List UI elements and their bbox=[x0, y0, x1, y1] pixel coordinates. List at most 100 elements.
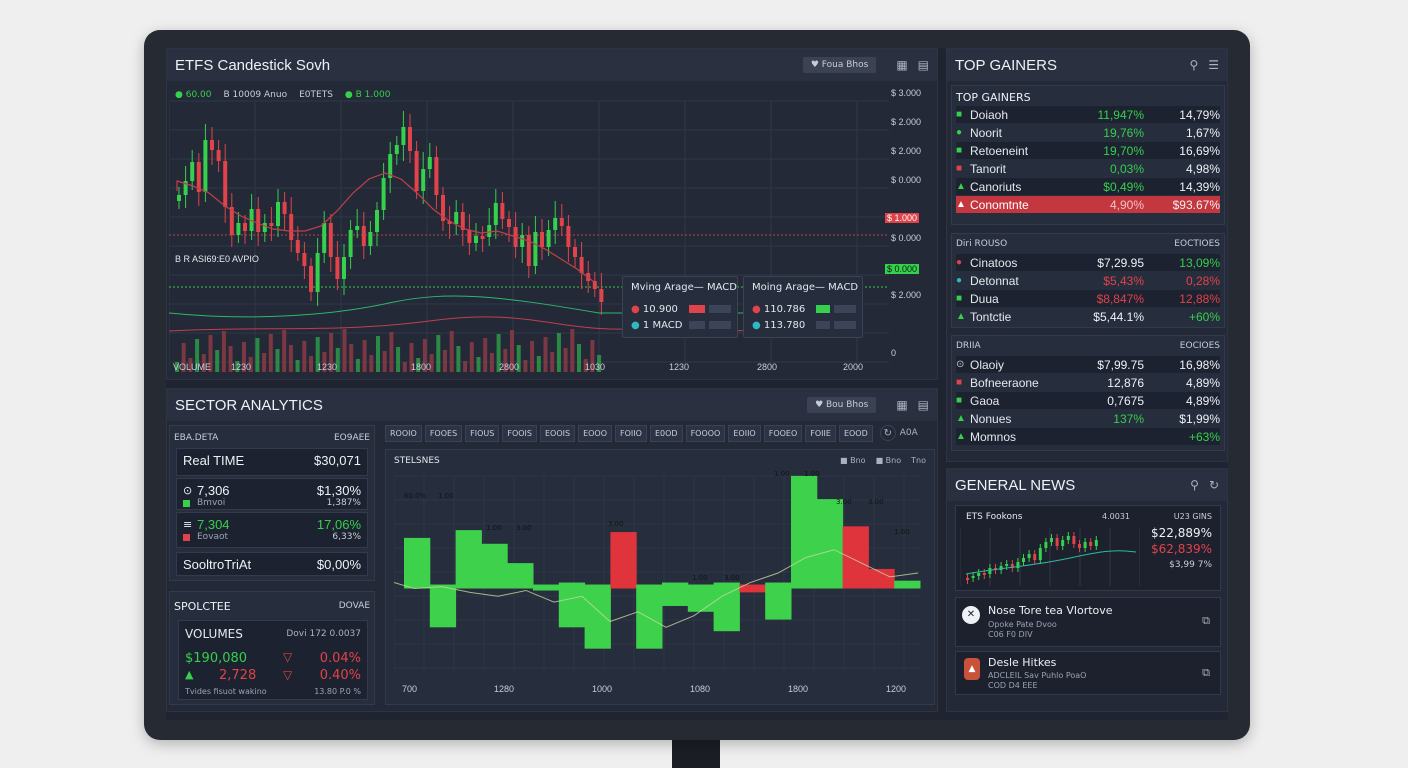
candle-body bbox=[190, 162, 195, 181]
candle-body bbox=[493, 203, 498, 225]
x-tick-label: 1800 bbox=[788, 684, 808, 694]
list-row[interactable]: ■ Doiaoh 11,947% 14,79% bbox=[956, 106, 1220, 123]
price-tick: 0 bbox=[891, 348, 897, 358]
volume-label: VOLUME bbox=[173, 362, 212, 372]
drila-section: DRIIA EOCIOES ⊙ Olaoiy $7,99.75 16,98% ■ Bofne… bbox=[951, 335, 1225, 451]
breakdown-row[interactable]: SooltroTriAt $0,00% bbox=[176, 552, 368, 576]
candle-body bbox=[1089, 542, 1093, 546]
square-icon bbox=[183, 534, 190, 541]
list-row[interactable]: ■ Bofneeraone 12,876 4,89% bbox=[956, 374, 1220, 391]
bar-value-label: 1.00 bbox=[774, 470, 790, 478]
candle-body bbox=[533, 232, 538, 266]
macd-card-2[interactable]: Moing Arage— MACD ● 110.786 ● 113.780 bbox=[743, 276, 863, 338]
square-icon bbox=[183, 500, 190, 507]
breakdown-card: EBA.DETA EO9AEE Real TIME $30,071 ⊙ 7,306 $1,… bbox=[169, 425, 375, 581]
list-row[interactable]: ▲ Conomtnte 4,90% $93.67% bbox=[956, 196, 1220, 213]
target-icon: ⊙ bbox=[183, 484, 193, 497]
list-row[interactable]: ▲ Nonues 137% $1,99% bbox=[956, 410, 1220, 427]
list-row[interactable]: ⊙ Olaoiy $7,99.75 16,98% bbox=[956, 356, 1220, 373]
sector-tab[interactable]: FIOUS bbox=[465, 425, 500, 442]
volume-bar bbox=[221, 331, 226, 372]
list-row[interactable]: ● Noorit 19,76% 1,67% bbox=[956, 124, 1220, 141]
macd-card-title: Moing Arage— MACD bbox=[752, 282, 859, 293]
sector-tabs: ROOIO FOOES FIOUS FOOIS EOOIS EOOO FOIIO E0OD FO… bbox=[385, 425, 935, 445]
candlestick-filter-button[interactable]: ♥ Foua Bhos bbox=[802, 57, 877, 73]
candle-body bbox=[361, 226, 366, 246]
breakdown-row[interactable]: ⊙ 7,306 $1,30% Bmvoi 1,387% bbox=[176, 478, 368, 510]
sector-filter-button[interactable]: ♥ Bou Bhos bbox=[807, 397, 877, 413]
list-row[interactable]: ▲ Canoriuts $0,49% 14,39% bbox=[956, 178, 1220, 195]
list-row[interactable]: ● Detonnat $5,43% 0,28% bbox=[956, 272, 1220, 289]
list-row[interactable]: ■ Duua $8,847% 12,88% bbox=[956, 290, 1220, 307]
candle-body bbox=[381, 178, 386, 210]
candle-body bbox=[441, 195, 445, 221]
price-tick: $ 2.000 bbox=[891, 146, 922, 156]
x-tick-label: 1000 bbox=[592, 684, 612, 694]
sector-tab[interactable]: FOOEO bbox=[763, 425, 803, 442]
row-change: +63% bbox=[1188, 429, 1220, 444]
breakdown-row[interactable]: Real TIME $30,071 bbox=[176, 448, 368, 476]
list-row[interactable]: ■ Gaoa 0,7675 4,89% bbox=[956, 392, 1220, 409]
breakdown-row[interactable]: ≡ 7,304 17,06% Eovaot 6,33% bbox=[176, 512, 368, 548]
volume-bar bbox=[597, 355, 602, 372]
menu-icon[interactable]: ☰ bbox=[1208, 58, 1219, 72]
sector-tab[interactable]: EOOIS bbox=[539, 425, 576, 442]
row-value: $0,49% bbox=[1103, 179, 1144, 194]
list-row[interactable]: ■ Retoeneint 19,70% 16,69% bbox=[956, 142, 1220, 159]
news-mini-chart-card[interactable]: ETS Fookons 4.0031 U23 GINS $22,889% $62… bbox=[955, 505, 1221, 591]
time-tick: 2800 bbox=[757, 362, 778, 372]
warning-icon[interactable]: ▲ bbox=[964, 658, 980, 680]
legend-item: ■ Bno bbox=[875, 456, 902, 465]
sector-title: SECTOR ANALYTICS bbox=[175, 396, 323, 414]
trend-line bbox=[965, 550, 1137, 575]
pin-icon[interactable]: ⚲ bbox=[1189, 58, 1199, 72]
sector-tab[interactable]: FOIIO bbox=[615, 425, 647, 442]
row-change: 4,98% bbox=[1185, 161, 1220, 176]
news-item[interactable]: ✕ Nose Tore tea Vlortove Opoke Pate Dvoo… bbox=[955, 597, 1221, 647]
sector-tab[interactable]: FOIIE bbox=[805, 425, 836, 442]
list-row[interactable]: ▲ Tontctie $5,44.1% +60% bbox=[956, 308, 1220, 325]
candlestick-chart[interactable] bbox=[169, 81, 889, 381]
bar-value-label: 3.00 bbox=[836, 498, 852, 506]
menu-icon[interactable]: ▤ bbox=[917, 58, 929, 72]
refresh-icon[interactable]: ↻ bbox=[879, 425, 896, 441]
sector-tab[interactable]: EOOD bbox=[838, 425, 873, 442]
sector-tab[interactable]: E0OD bbox=[649, 425, 683, 442]
sector-bar bbox=[791, 475, 818, 589]
sector-tab[interactable]: FOOOO bbox=[685, 425, 726, 442]
list-row[interactable]: ■ Tanorit 0,03% 4,98% bbox=[956, 160, 1220, 177]
candle-body bbox=[988, 568, 992, 574]
candle-body bbox=[977, 573, 981, 576]
list-row[interactable]: ▲ Momnos +63% bbox=[956, 428, 1220, 445]
sector-tab[interactable]: EOOO bbox=[578, 425, 613, 442]
sector-bar-chart[interactable]: 60.0% 1.00 1.00 3.00 3.00 1.00 1.00 3.00 3.00 1.0… bbox=[394, 470, 928, 700]
sector-tab[interactable]: ROOIO bbox=[385, 425, 422, 442]
candle-body bbox=[999, 566, 1003, 570]
expand-icon[interactable]: ⧉ bbox=[1202, 666, 1210, 679]
sector-tab[interactable]: EOIIO bbox=[728, 425, 761, 442]
sector-tab[interactable]: FOOES bbox=[424, 425, 463, 442]
close-icon[interactable]: ✕ bbox=[962, 606, 980, 624]
news-header: GENERAL NEWS ⚲ ↻ bbox=[947, 469, 1227, 501]
news-item[interactable]: ▲ Desle Hitkes ADCLEIL Sav Puhlo PoaO CO… bbox=[955, 651, 1221, 695]
list-row[interactable]: ● Cinatoos $7,29.95 13,09% bbox=[956, 254, 1220, 271]
sector-tab[interactable]: FOOIS bbox=[502, 425, 537, 442]
row-value: 0,03% bbox=[1109, 161, 1144, 176]
bar-chart-icon[interactable]: ▦ bbox=[896, 398, 908, 412]
pin-icon[interactable]: ⚲ bbox=[1190, 478, 1199, 492]
candle-body bbox=[1083, 542, 1087, 548]
candle-body bbox=[1044, 542, 1048, 548]
macd-card-1[interactable]: Mving Arage— MACD ● 10.900 ● 1 MACD bbox=[622, 276, 738, 338]
bar-chart-icon[interactable]: ▦ bbox=[896, 58, 908, 72]
breakdown-sub: Eovaot bbox=[197, 532, 229, 542]
menu-icon[interactable]: ▤ bbox=[917, 398, 929, 412]
volume-bar bbox=[396, 347, 401, 372]
row-name: Detonnat bbox=[970, 273, 1019, 288]
sector-bar bbox=[842, 526, 869, 589]
expand-icon[interactable]: ⧉ bbox=[1202, 614, 1210, 627]
candle-body bbox=[1027, 554, 1031, 558]
refresh-icon[interactable]: ↻ bbox=[1208, 478, 1219, 492]
candle-body bbox=[388, 154, 393, 178]
sector-bar bbox=[455, 530, 482, 589]
time-tick: 2000 bbox=[843, 362, 864, 372]
